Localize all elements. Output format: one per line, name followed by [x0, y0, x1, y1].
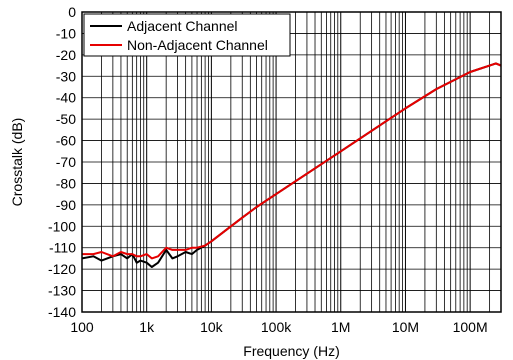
y-tick-label: -80 — [56, 175, 76, 191]
x-tick-label: 1M — [331, 319, 350, 335]
y-tick-label: 0 — [68, 4, 76, 20]
legend: Adjacent Channel Non-Adjacent Channel — [83, 13, 291, 57]
y-tick-label: -110 — [49, 240, 76, 256]
grid — [81, 11, 502, 313]
y-axis-title: Crosstalk (dB) — [9, 118, 25, 207]
legend-label-adjacent: Adjacent Channel — [127, 18, 238, 34]
x-tick-label: 1k — [139, 319, 155, 335]
y-tick-label: -130 — [48, 283, 76, 299]
x-tick-labels: 100 1k 10k 100k 1M 10M 100M — [70, 319, 487, 335]
legend-label-non-adjacent: Non-Adjacent Channel — [127, 37, 268, 53]
plot-frame — [81, 11, 502, 313]
series-line-adjacent — [81, 62, 502, 268]
y-tick-label: -100 — [48, 218, 76, 234]
y-tick-label: -60 — [56, 133, 76, 149]
y-tick-label: -30 — [56, 68, 76, 84]
x-tick-label: 100M — [453, 319, 488, 335]
y-tick-label: -90 — [56, 197, 76, 213]
y-tick-label: -20 — [56, 47, 76, 63]
x-tick-label: 100k — [261, 319, 292, 335]
y-tick-label: -40 — [56, 90, 76, 106]
x-tick-label: 10k — [200, 319, 224, 335]
y-tick-label: -140 — [48, 304, 76, 320]
x-tick-label: 10M — [392, 319, 419, 335]
y-tick-label: -10 — [56, 25, 76, 41]
legend-box — [83, 13, 291, 57]
y-tick-labels: 0 -10 -20 -30 -40 -50 -60 -70 -80 -90 -100 -110 -120… — [48, 4, 76, 320]
series-lines — [81, 62, 502, 268]
y-tick-label: -70 — [56, 154, 76, 170]
series-line-non-adjacent — [82, 62, 502, 260]
y-tick-label: -120 — [48, 261, 76, 277]
x-tick-label: 100 — [70, 319, 94, 335]
x-axis-title: Frequency (Hz) — [243, 343, 339, 359]
y-tick-label: -50 — [56, 111, 76, 127]
